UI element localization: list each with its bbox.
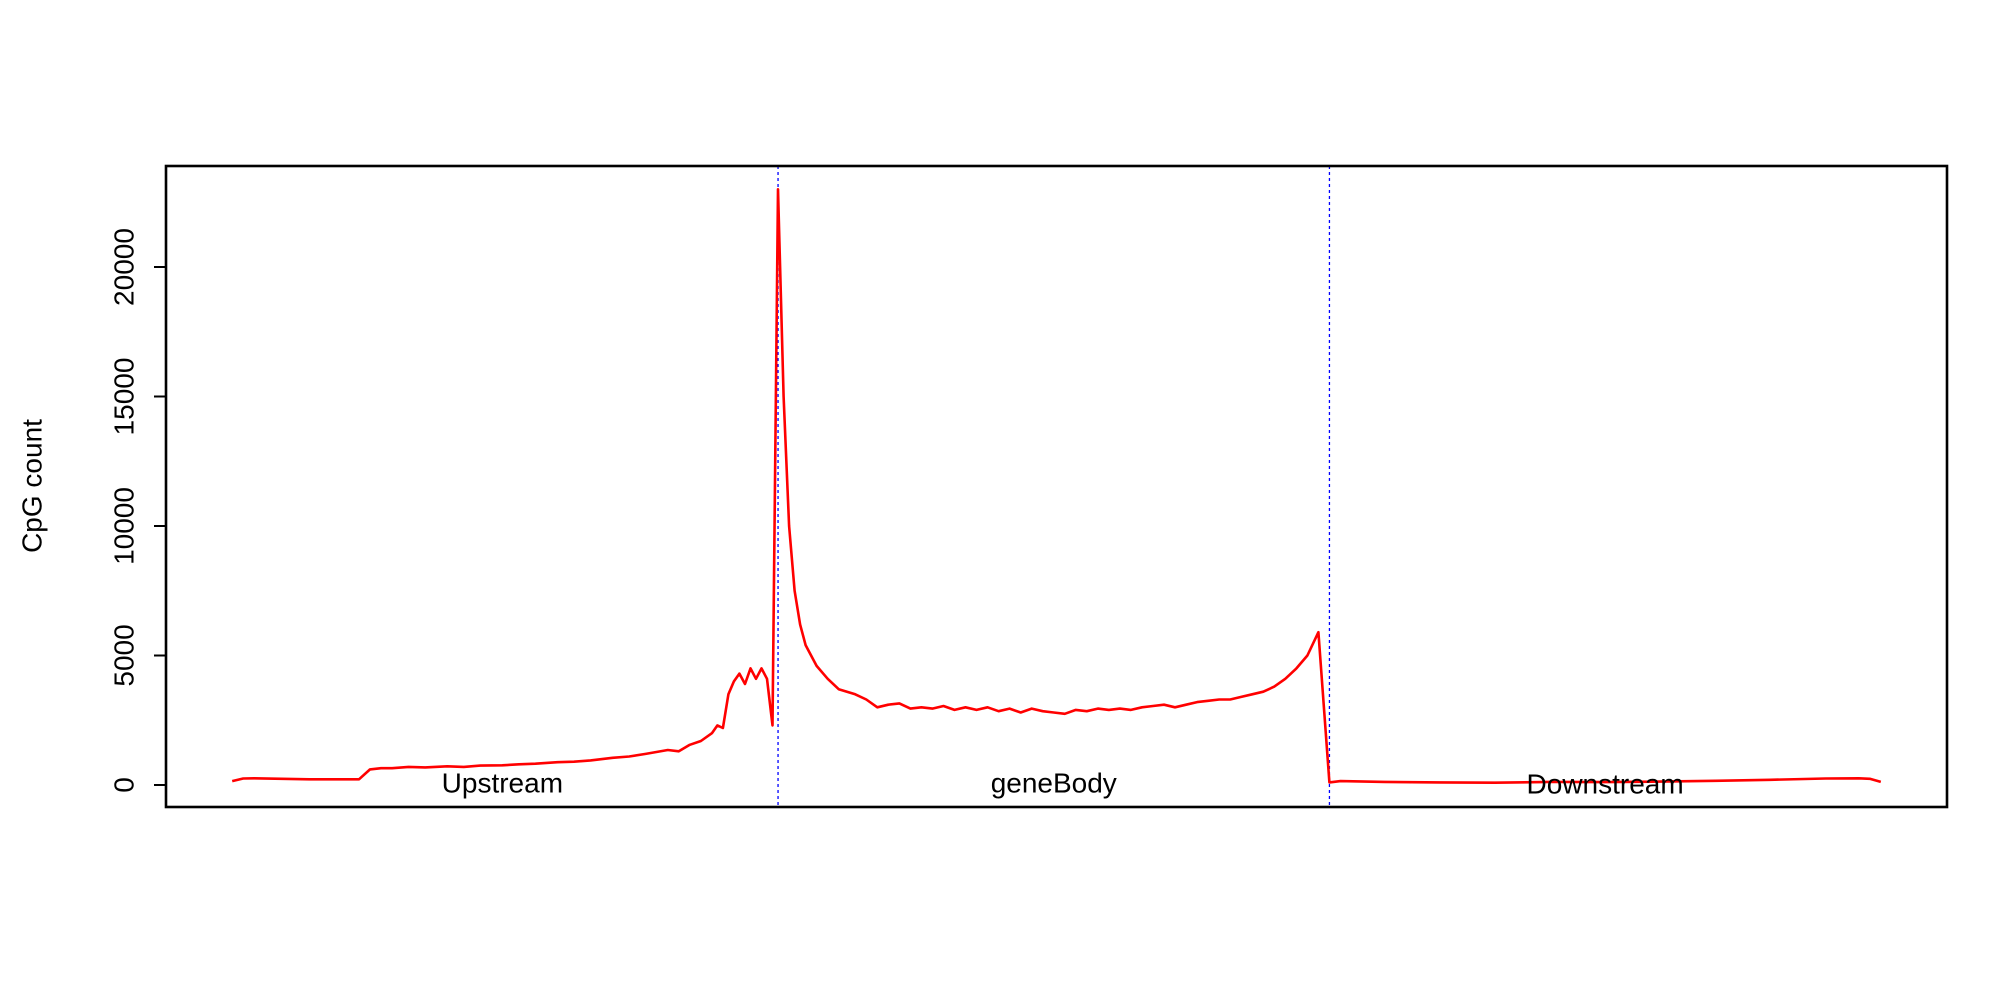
region-label: Upstream <box>442 767 563 798</box>
region-label: geneBody <box>991 767 1117 798</box>
y-tick-label: 10000 <box>108 487 139 565</box>
data-line <box>231 188 1882 784</box>
y-tick-label: 15000 <box>108 358 139 436</box>
y-axis-label: CpG count <box>16 419 47 553</box>
y-tick-label: 0 <box>108 777 139 793</box>
plot-frame <box>164 164 1949 809</box>
region-label: Downstream <box>1527 769 1684 800</box>
y-tick-label: 5000 <box>108 624 139 686</box>
y-tick-label: 20000 <box>108 228 139 306</box>
